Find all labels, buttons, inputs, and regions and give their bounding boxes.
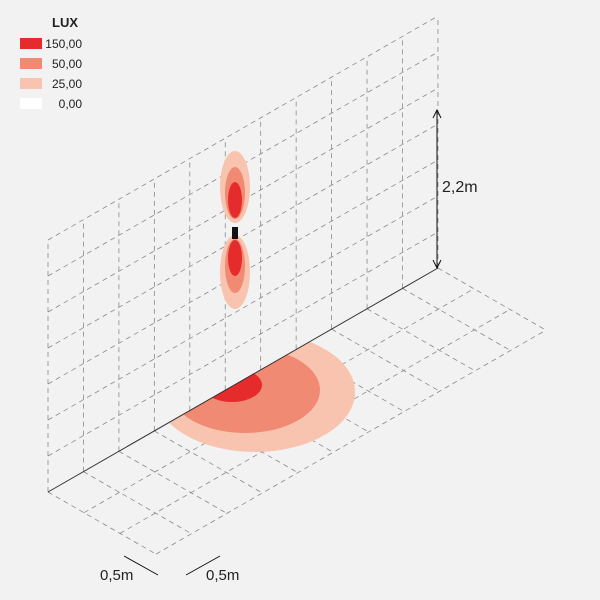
height-label: 2,2m — [442, 179, 478, 196]
grid-line — [47, 159, 439, 385]
grid-line — [47, 87, 439, 313]
grid-y-label: 0,5m — [206, 567, 239, 584]
grid-line — [83, 471, 192, 535]
dim-line — [185, 555, 221, 576]
up-150 — [228, 182, 242, 218]
grid-line — [83, 288, 475, 514]
legend-label: 150,00 — [45, 37, 82, 51]
height-dimension — [432, 108, 442, 270]
grid-line — [402, 288, 511, 351]
arrow — [432, 108, 442, 119]
legend-label: 0,00 — [59, 97, 83, 111]
grid-line — [366, 308, 476, 372]
legend-swatch — [20, 38, 42, 49]
wall-base — [47, 267, 439, 493]
grid-line — [118, 450, 228, 514]
down-150 — [228, 240, 242, 276]
luminaire — [232, 227, 238, 239]
legend-swatch — [20, 78, 42, 89]
legend-title: LUX — [52, 15, 78, 30]
grid-line — [47, 51, 439, 277]
legend: 150,00 50,00 25,00 0,00 — [20, 37, 82, 111]
grid-x-label: 0,5m — [100, 567, 133, 584]
legend-swatch — [20, 58, 42, 69]
grid-line — [47, 491, 157, 555]
legend-swatch — [20, 98, 42, 109]
grid-line — [47, 195, 439, 421]
arrow — [432, 259, 442, 270]
grid-line — [331, 328, 440, 392]
grid-line — [119, 309, 511, 534]
grid-line — [47, 123, 439, 349]
dim-line — [123, 555, 159, 576]
grid-dimensions — [123, 555, 221, 576]
wall-light — [220, 151, 250, 309]
legend-label: 25,00 — [52, 77, 82, 91]
grid-line — [47, 231, 439, 457]
grid-line — [155, 329, 547, 555]
grid-line — [47, 15, 439, 241]
legend-label: 50,00 — [52, 57, 82, 71]
grid-line — [154, 430, 263, 494]
grid-line — [437, 267, 547, 331]
